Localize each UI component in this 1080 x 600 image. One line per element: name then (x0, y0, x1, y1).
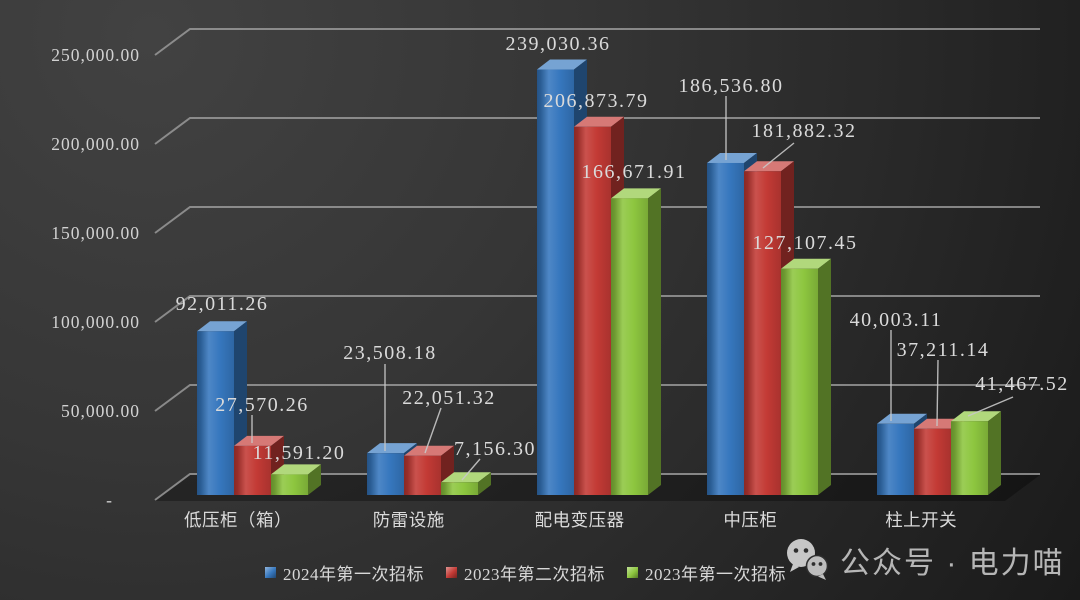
y-axis-label: 100,000.00 (51, 312, 140, 332)
bar-side-face (818, 258, 831, 495)
legend-label: 2023年第一次招标 (645, 565, 786, 584)
bar-front-face (574, 126, 611, 496)
data-label: 11,591.20 (253, 442, 346, 464)
bar-side-face (308, 464, 321, 495)
bar-2-2 (611, 188, 661, 495)
bar-front-face (914, 428, 951, 495)
bar-top-face (271, 464, 321, 475)
legend-swatch (446, 567, 457, 578)
legend-label: 2024年第一次招标 (283, 565, 424, 584)
gridline (154, 28, 1040, 56)
data-label: 23,508.18 (343, 342, 437, 364)
legend-swatch (627, 567, 638, 578)
bar-front-face (781, 268, 818, 495)
bar-front-face (197, 331, 234, 495)
bar-top-face (707, 152, 757, 163)
bar-top-face (611, 188, 661, 199)
bar-top-face (744, 161, 794, 172)
data-label: 181,882.32 (752, 120, 857, 142)
bar-top-face (234, 435, 284, 446)
bar-side-face (478, 472, 491, 495)
category-labels: 低压柜（箱） 防雷设施 配电变压器 中压柜 柱上开关 (184, 510, 957, 530)
data-labels: 92,011.26 27,570.26 11,591.20 23,508.18 22,0… (176, 33, 1069, 481)
y-axis-labels: - 50,000.00 100,000.00 150,000.00 200,000.00… (51, 45, 140, 510)
bar-front-face (951, 421, 988, 495)
data-label: 41,467.52 (975, 373, 1069, 395)
data-label: 37,211.14 (897, 339, 990, 361)
data-label: 27,570.26 (215, 394, 309, 416)
data-label: 7,156.30 (454, 438, 536, 460)
watermark: 公众号 · 电力喵 (784, 537, 1065, 583)
data-label-leader (967, 396, 1014, 417)
legend-item-0: 2024年第一次招标 (265, 560, 424, 585)
data-label: 166,671.91 (582, 161, 687, 183)
data-label-leader (936, 359, 939, 427)
data-label: 186,536.80 (679, 75, 784, 97)
bar-top-face (197, 321, 247, 332)
bar-front-face (537, 69, 574, 495)
y-axis-label: 250,000.00 (51, 45, 140, 65)
bar-front-face (367, 453, 404, 495)
category-label: 低压柜（箱） (184, 510, 292, 530)
bar-front-face (744, 171, 781, 496)
data-label-leader (424, 407, 442, 454)
bar-top-face (367, 443, 417, 454)
bar-2-3 (781, 258, 831, 495)
bar-top-face (574, 116, 624, 127)
data-label-leader (461, 458, 481, 481)
bar-0-0 (197, 321, 247, 495)
bar-2-1 (441, 472, 491, 495)
chart-legend: 2024年第一次招标 2023年第二次招标 2023年第一次招标 (265, 560, 786, 585)
bar-top-face (404, 445, 454, 456)
bar-front-face (441, 482, 478, 495)
bar-top-face (951, 411, 1001, 422)
data-label: 127,107.45 (753, 232, 858, 254)
legend-item-2: 2023年第一次招标 (627, 560, 786, 585)
category-label: 配电变压器 (535, 510, 625, 530)
bar-front-face (234, 445, 271, 495)
bars (197, 59, 1001, 496)
wechat-icon (787, 539, 829, 580)
gridline (154, 117, 1040, 145)
watermark-text: 公众号 · 电力喵 (840, 547, 1065, 580)
data-label: 206,873.79 (544, 90, 649, 112)
data-label: 92,011.26 (176, 293, 269, 315)
y-axis-label: - (106, 490, 113, 510)
y-axis-label: 200,000.00 (51, 134, 140, 154)
legend-label: 2023年第二次招标 (464, 565, 605, 584)
data-label-leader (762, 142, 795, 169)
bar-top-face (537, 59, 587, 70)
bar-front-face (877, 423, 914, 495)
bar-1-0 (234, 435, 284, 495)
bar-top-face (781, 258, 831, 269)
bar-side-face (988, 411, 1001, 495)
bar-2-0 (271, 464, 321, 495)
category-label: 防雷设施 (373, 510, 445, 530)
data-label: 239,030.36 (506, 33, 611, 55)
legend-item-1: 2023年第二次招标 (446, 560, 605, 585)
y-axis-label: 150,000.00 (51, 223, 140, 243)
data-label: 22,051.32 (402, 387, 496, 409)
legend-swatch (265, 567, 276, 578)
category-label: 柱上开关 (885, 510, 957, 530)
bar-front-face (611, 198, 648, 495)
bar-front-face (707, 162, 744, 496)
y-axis-label: 50,000.00 (61, 401, 140, 421)
bar-top-face (877, 413, 927, 424)
category-label: 中压柜 (723, 510, 777, 530)
bar-side-face (648, 188, 661, 495)
bar-front-face (404, 455, 441, 495)
bar-top-face (441, 472, 491, 483)
bar-front-face (271, 474, 308, 495)
data-label: 40,003.11 (850, 309, 943, 331)
bar-2-4 (951, 411, 1001, 495)
